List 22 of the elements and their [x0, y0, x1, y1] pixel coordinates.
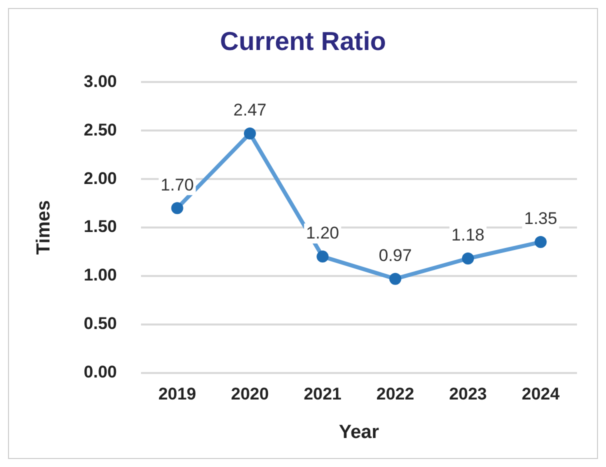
x-tick-label: 2023 — [449, 384, 487, 404]
y-tick-label: 1.50 — [84, 217, 117, 236]
x-tick-label: 2021 — [304, 384, 342, 404]
y-tick-label: 2.00 — [84, 168, 117, 188]
x-tick-label: 2022 — [376, 384, 414, 404]
text: 1.35 — [524, 209, 558, 228]
chart-title: Current Ratio — [220, 26, 386, 56]
y-tick-label: 2.50 — [84, 120, 117, 140]
x-tick-label: 2019 — [158, 384, 196, 404]
x-axis-title: Year — [338, 422, 380, 443]
x-tick-label: 2020 — [231, 384, 269, 404]
text: 0.97 — [378, 246, 412, 266]
y-tick-label: 0.00 — [84, 362, 117, 382]
text: 1.18 — [451, 226, 485, 245]
y-tick-label: 3.00 — [84, 72, 117, 91]
y-tick-label: 1.00 — [84, 266, 117, 285]
text: 1.70 — [160, 175, 194, 194]
text: 2.47 — [233, 100, 266, 120]
x-tick-label: 2024 — [522, 384, 560, 404]
y-axis-title: Times — [34, 200, 55, 255]
text: 1.20 — [306, 224, 340, 243]
y-tick-label: 0.50 — [84, 314, 117, 334]
